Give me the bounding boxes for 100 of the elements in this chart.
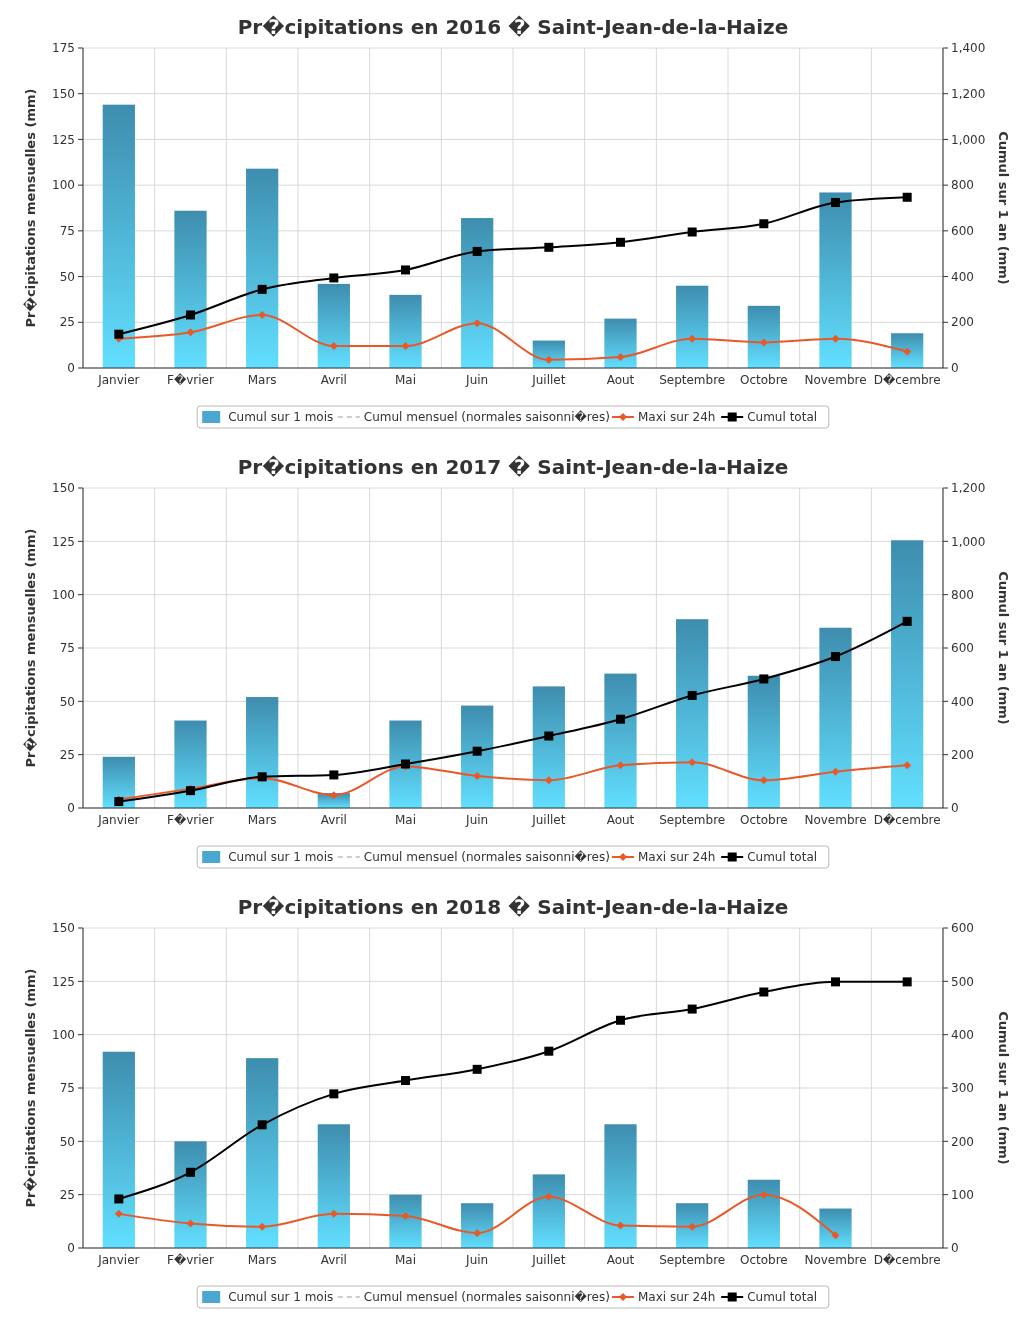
y-tick-label: 100: [52, 587, 75, 602]
legend-label: Maxi sur 24h: [638, 850, 716, 865]
x-tick-label: Mai: [394, 813, 417, 827]
point: [401, 1212, 410, 1220]
y-tick-label: 25: [59, 315, 75, 330]
point: [401, 342, 410, 351]
y2-tick-label: 1,200: [951, 86, 986, 101]
point: [903, 761, 912, 770]
bar: [174, 1141, 207, 1248]
legend-label: Cumul sur 1 mois: [228, 850, 334, 865]
point: [329, 770, 339, 780]
x-tick-label: Janvier: [97, 813, 140, 827]
point: [688, 1222, 697, 1231]
point: [831, 767, 840, 776]
y-tick-label: 150: [52, 86, 75, 101]
point: [759, 776, 768, 785]
legend-label: Cumul mensuel (normales saisonni�res): [363, 850, 610, 865]
point: [114, 329, 124, 339]
y-tick-label: 25: [59, 747, 75, 762]
bar: [102, 756, 135, 808]
point: [544, 1192, 553, 1201]
point: [688, 758, 697, 767]
point: [329, 791, 338, 800]
point: [401, 265, 410, 275]
x-tick-label: Juillet: [531, 373, 566, 387]
chart-title: Pr�cipitations en 2016 � Saint-Jean-de-la-Haize: [237, 15, 789, 39]
bar: [389, 1194, 422, 1248]
y2-axis-title: Cumul sur 1 an (mm): [996, 131, 1011, 285]
x-tick-label: Octobre: [739, 373, 788, 387]
point: [329, 342, 338, 351]
point: [759, 674, 769, 684]
y2-tick-label: 1,000: [951, 132, 986, 147]
y2-tick-label: 600: [951, 641, 974, 656]
x-tick-label: D�cembre: [873, 813, 941, 827]
legend-label: Cumul total: [747, 1290, 818, 1305]
bar: [461, 218, 494, 368]
x-tick-label: D�cembre: [873, 373, 941, 387]
point: [544, 355, 553, 364]
bar: [891, 540, 924, 808]
point: [902, 192, 912, 202]
y-tick-label: 0: [67, 801, 75, 816]
bar: [891, 333, 924, 368]
point: [401, 1076, 410, 1086]
point: [544, 1046, 554, 1056]
bar: [461, 1203, 494, 1248]
x-tick-label: F�vrier: [167, 813, 215, 827]
y-axis-title: Pr�cipitations mensuelles (mm): [23, 88, 38, 328]
x-tick-label: D�cembre: [873, 1253, 941, 1267]
point: [688, 334, 697, 343]
point: [544, 776, 553, 785]
legend-label: Cumul total: [747, 410, 818, 425]
point: [902, 616, 912, 626]
x-tick-label: Mai: [394, 373, 417, 387]
y2-tick-label: 300: [951, 1081, 974, 1096]
y-axis-title: Pr�cipitations mensuelles (mm): [23, 528, 38, 768]
y2-tick-label: 0: [951, 361, 959, 376]
y2-tick-label: 1,200: [951, 481, 986, 496]
x-tick-label: Juillet: [531, 1253, 566, 1267]
y-tick-label: 125: [52, 132, 75, 147]
chart-title: Pr�cipitations en 2017 � Saint-Jean-de-la-Haize: [237, 455, 789, 479]
x-tick-label: Juillet: [531, 813, 566, 827]
bar: [102, 1051, 135, 1248]
legend-label: Cumul mensuel (normales saisonni�res): [363, 410, 610, 425]
point: [472, 746, 482, 756]
point: [687, 690, 697, 700]
bar: [819, 1208, 852, 1248]
x-tick-label: Mai: [394, 1253, 417, 1267]
point: [616, 1015, 625, 1025]
y2-tick-label: 400: [951, 1027, 974, 1042]
point: [472, 1064, 482, 1074]
bar: [174, 720, 207, 808]
y2-tick-label: 100: [951, 1187, 974, 1202]
y2-tick-label: 500: [951, 974, 974, 989]
x-tick-label: Septembre: [659, 813, 726, 827]
bar: [389, 294, 422, 368]
point: [186, 1167, 195, 1177]
y-axis-title: Pr�cipitations mensuelles (mm): [23, 968, 38, 1208]
y-tick-label: 125: [52, 534, 75, 549]
x-tick-label: Aout: [606, 813, 635, 827]
point: [759, 219, 769, 229]
bar: [174, 210, 207, 368]
y-tick-label: 75: [59, 641, 75, 656]
bar: [461, 705, 494, 808]
point: [258, 1222, 267, 1231]
point: [687, 1004, 697, 1014]
x-tick-label: Avril: [320, 373, 347, 387]
y2-tick-label: 1,000: [951, 534, 986, 549]
bar: [676, 285, 709, 368]
legend-label: Cumul total: [747, 850, 818, 865]
point: [616, 353, 625, 362]
y2-tick-label: 600: [951, 224, 974, 239]
legend-label: Cumul sur 1 mois: [228, 410, 334, 425]
y-tick-label: 0: [67, 1241, 75, 1256]
point: [902, 977, 912, 987]
point: [831, 652, 840, 662]
x-tick-label: Mars: [247, 373, 277, 387]
y2-tick-label: 600: [951, 921, 974, 936]
y-tick-label: 125: [52, 974, 75, 989]
y-tick-label: 0: [67, 361, 75, 376]
bar: [317, 1124, 350, 1248]
